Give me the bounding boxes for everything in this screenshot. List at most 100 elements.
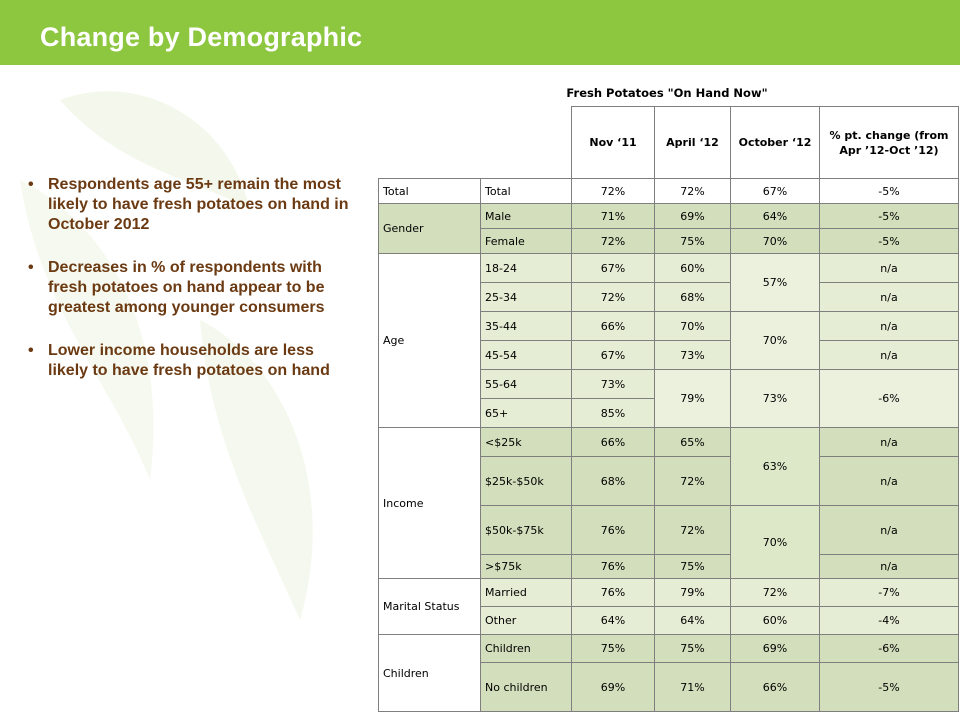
blank-header-cell (379, 107, 481, 179)
value-cell: 75% (654, 634, 731, 663)
column-header: April ‘12 (654, 106, 731, 179)
subgroup-cell: 45-54 (480, 340, 572, 370)
category-cell: Gender (378, 203, 481, 254)
value-cell: 66% (571, 427, 655, 457)
value-cell: n/a (819, 340, 959, 370)
value-cell: 64% (571, 606, 655, 635)
bullet-item: • Lower income households are less likely… (28, 342, 330, 379)
value-cell: -4% (819, 606, 959, 635)
value-cell: 63% (730, 427, 820, 506)
category-cell: Children (378, 634, 481, 712)
table-row: $25k-$50k 68% 72% n/a (379, 456, 959, 506)
value-cell: 85% (571, 398, 655, 428)
value-cell: 73% (654, 340, 731, 370)
table-row: 35-44 66% 70% 70% n/a (379, 311, 959, 370)
table-row: 55-64 73% 79% 73% -6% (379, 369, 959, 428)
value-cell: 72% (571, 178, 655, 204)
subgroup-cell: 18-24 (480, 253, 572, 283)
bullet-list: • Respondents age 55+ remain the most lik… (28, 175, 358, 404)
value-cell: n/a (819, 456, 959, 506)
value-cell: n/a (819, 427, 959, 457)
subgroup-cell: 25-34 (480, 282, 572, 312)
value-cell: 60% (730, 606, 820, 635)
value-cell: 72% (654, 505, 731, 555)
bullet-dot-icon: • (28, 176, 34, 193)
subgroup-cell: <$25k (480, 427, 572, 457)
value-cell: -5% (819, 178, 959, 204)
subgroup-cell: 65+ (480, 398, 572, 428)
value-cell: 60% (654, 253, 731, 283)
table-row: 45-54 67% 73% n/a (379, 340, 959, 370)
value-cell: 75% (571, 634, 655, 663)
value-cell: -5% (819, 662, 959, 712)
value-cell: 73% (730, 369, 820, 428)
value-cell: 72% (571, 228, 655, 254)
value-cell: 69% (654, 203, 731, 229)
table-row: Other 64% 64% 60% -4% (379, 606, 959, 635)
value-cell: 70% (730, 228, 820, 254)
value-cell: 65% (654, 427, 731, 457)
subgroup-cell: 55-64 (480, 369, 572, 399)
value-cell: -5% (819, 203, 959, 229)
table-row: 25-34 72% 68% n/a (379, 282, 959, 312)
bullet-item: • Respondents age 55+ remain the most lik… (28, 176, 349, 233)
value-cell: 72% (654, 456, 731, 506)
value-cell: 64% (730, 203, 820, 229)
subgroup-cell: Married (480, 578, 572, 607)
column-header: October ‘12 (730, 106, 820, 179)
value-cell: 67% (730, 178, 820, 204)
value-cell: 70% (730, 311, 820, 370)
value-cell: 73% (571, 369, 655, 399)
category-cell: Age (378, 253, 481, 428)
table-header-row: Nov ‘11 April ‘12 October ‘12 % pt. chan… (379, 106, 959, 179)
value-cell: 67% (571, 253, 655, 283)
table-row: Gender Male 71% 69% 64% -5% (378, 203, 959, 254)
bullet-dot-icon: • (28, 259, 34, 276)
column-header: Nov ‘11 (571, 106, 655, 179)
value-cell: 69% (730, 634, 820, 663)
category-cell: Marital Status (378, 578, 481, 635)
value-cell: 67% (571, 340, 655, 370)
value-cell: 68% (571, 456, 655, 506)
value-cell: 66% (571, 311, 655, 341)
blank-header-cell (481, 107, 572, 179)
value-cell: 71% (571, 203, 655, 229)
value-cell: 70% (654, 311, 731, 341)
subgroup-cell: $50k-$75k (480, 505, 572, 555)
value-cell: n/a (819, 554, 959, 579)
subgroup-cell: Children (480, 634, 572, 663)
subgroup-cell: $25k-$50k (480, 456, 572, 506)
table-row: >$75k 76% 75% n/a (379, 554, 959, 579)
table-row: Female 72% 75% 70% -5% (379, 228, 959, 254)
page-title: Change by Demographic (40, 22, 363, 52)
category-cell: Total (378, 178, 481, 204)
subgroup-cell: >$75k (480, 554, 572, 579)
value-cell: 71% (654, 662, 731, 712)
subgroup-cell: 35-44 (480, 311, 572, 341)
value-cell: 79% (654, 369, 731, 428)
leaf-watermark (20, 91, 313, 620)
table-row: Marital Status Married 76% 79% 72% -7% (378, 578, 959, 635)
subgroup-cell: Male (480, 203, 572, 229)
table-title: Fresh Potatoes "On Hand Now" (566, 86, 768, 100)
bullet-dot-icon: • (28, 342, 34, 359)
value-cell: 76% (571, 505, 655, 555)
value-cell: 57% (730, 253, 820, 312)
value-cell: 66% (730, 662, 820, 712)
table-row: Children Children 75% 75% 69% -6% (378, 634, 959, 712)
category-cell: Income (378, 427, 481, 579)
value-cell: 72% (571, 282, 655, 312)
value-cell: 79% (654, 578, 731, 607)
table-row: No children 69% 71% 66% -5% (379, 662, 959, 712)
value-cell: -6% (819, 634, 959, 663)
value-cell: 72% (654, 178, 731, 204)
value-cell: 76% (571, 578, 655, 607)
value-cell: n/a (819, 282, 959, 312)
table-row: Age 18-24 67% 60% 57% n/a (378, 253, 959, 428)
value-cell: n/a (819, 253, 959, 283)
value-cell: 72% (730, 578, 820, 607)
value-cell: -5% (819, 228, 959, 254)
data-table: Nov ‘11 April ‘12 October ‘12 % pt. chan… (378, 106, 959, 712)
value-cell: n/a (819, 505, 959, 555)
value-cell: 70% (730, 505, 820, 579)
